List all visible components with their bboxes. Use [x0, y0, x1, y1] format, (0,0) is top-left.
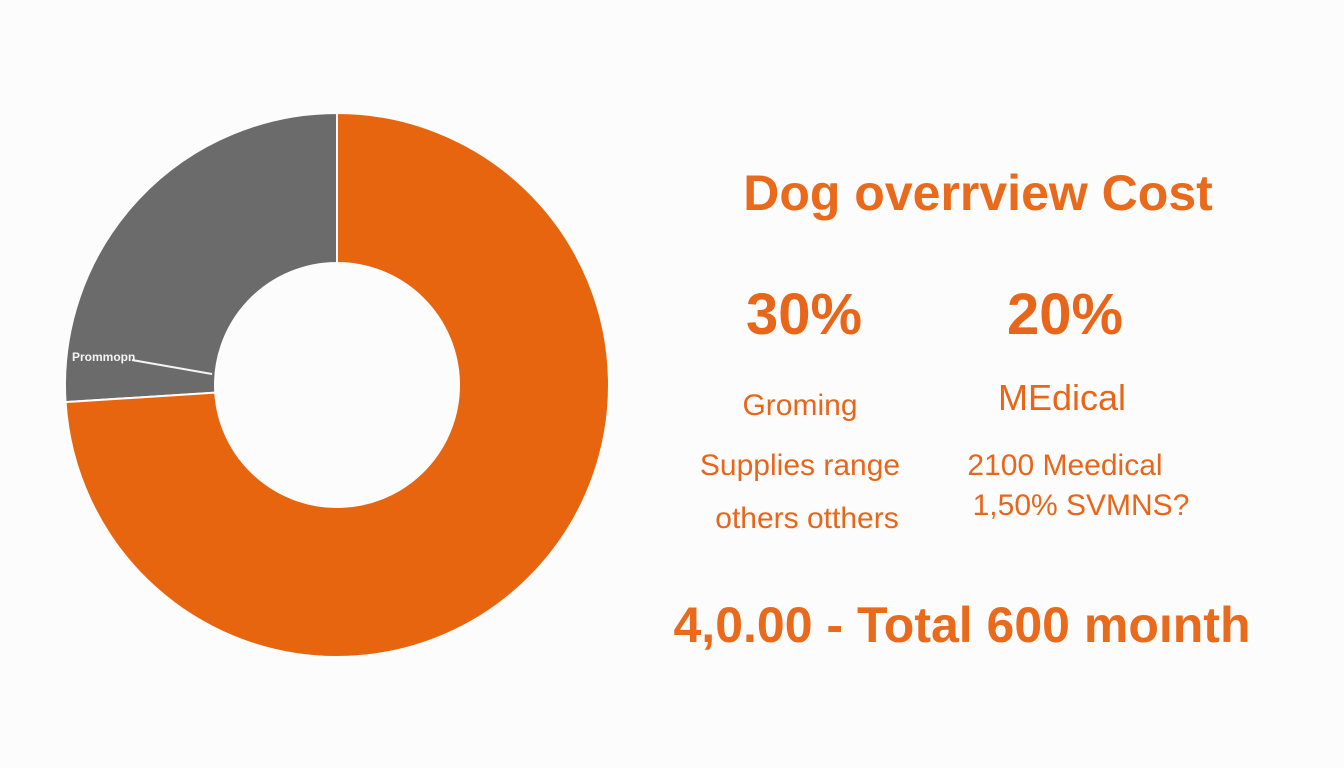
slice-label: Prommopn: [72, 350, 135, 364]
chart-title: Dog overrview Cost: [743, 165, 1213, 221]
stat-grooming-percent: 30%: [745, 282, 863, 347]
stat-grooming-line2: others otthers: [715, 502, 899, 535]
stat-grooming-label: Groming: [742, 389, 858, 422]
stat-medical-line2: 1,50% SVMNS?: [972, 489, 1190, 522]
stat-medical-percent: 20%: [1006, 282, 1124, 347]
donut-slice-1: [64, 111, 610, 658]
stat-grooming-line1: Supplies range: [699, 449, 901, 482]
total-footer: 4,0.00 - Total 600 moınth: [673, 597, 1251, 653]
stat-medical-label: MEdical: [997, 377, 1127, 418]
donut-chart: Prommopn: [64, 111, 610, 658]
stat-medical-line1: 2100 Meedical: [967, 449, 1163, 482]
slice-label-leader-line: [131, 359, 213, 375]
donut-slice-0: [64, 111, 338, 404]
